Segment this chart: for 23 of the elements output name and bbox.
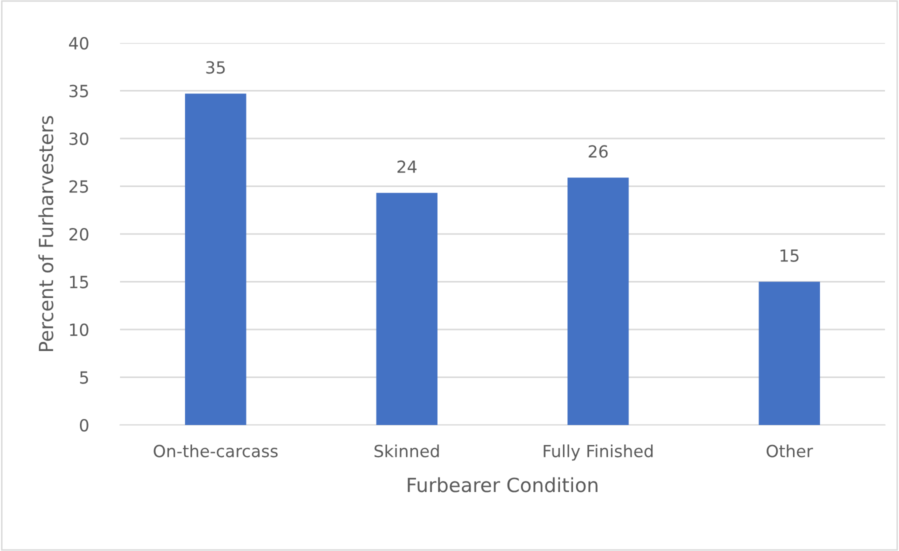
x-tick-label: On-the-carcass: [154, 444, 278, 458]
bar: [376, 192, 438, 425]
data-label: 24: [397, 160, 417, 173]
y-tick-label: 40: [69, 36, 88, 50]
y-axis-title: Percent of Furharvesters: [38, 116, 54, 352]
data-label: 15: [780, 249, 799, 262]
y-tick-label: 20: [69, 228, 88, 241]
x-tick-label: Fully Finished: [544, 444, 653, 461]
y-tick-label: 5: [80, 371, 88, 384]
y-tick-label: 30: [70, 132, 88, 146]
bar: [568, 178, 629, 425]
data-label: 26: [588, 145, 608, 158]
y-tick-label: 15: [70, 276, 88, 288]
x-tick-label: Skinned: [374, 444, 439, 458]
y-tick-label: 0: [80, 418, 88, 432]
x-axis-title: Furbearer Condition: [408, 477, 598, 492]
y-tick-label: 25: [69, 180, 88, 193]
y-tick-label: 35: [70, 84, 88, 98]
x-tick-label: Other: [766, 444, 814, 458]
bar: [185, 94, 246, 425]
bar: [758, 282, 820, 425]
data-label: 35: [206, 61, 225, 74]
y-tick-label: 10: [70, 323, 88, 336]
